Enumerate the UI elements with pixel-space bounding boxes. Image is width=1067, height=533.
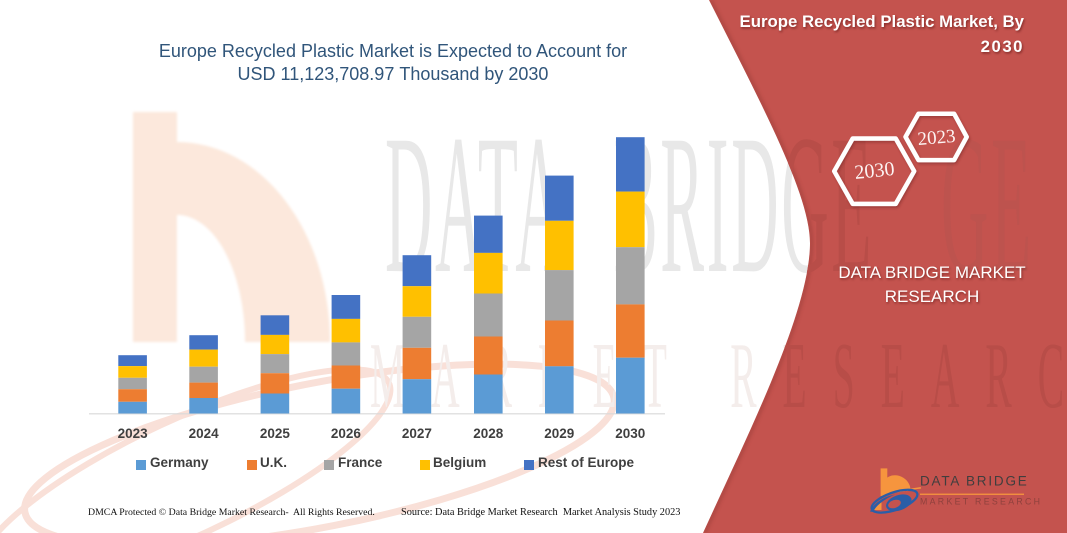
svg-text:DATA BRIDGE: DATA BRIDGE: [920, 474, 1029, 489]
svg-text:2030: 2030: [853, 158, 895, 184]
svg-text:2023: 2023: [917, 126, 957, 150]
svg-text:GE: GE: [941, 95, 1034, 315]
svg-text:MARKET RESEARCH: MARKET RESEARCH: [920, 496, 1042, 506]
